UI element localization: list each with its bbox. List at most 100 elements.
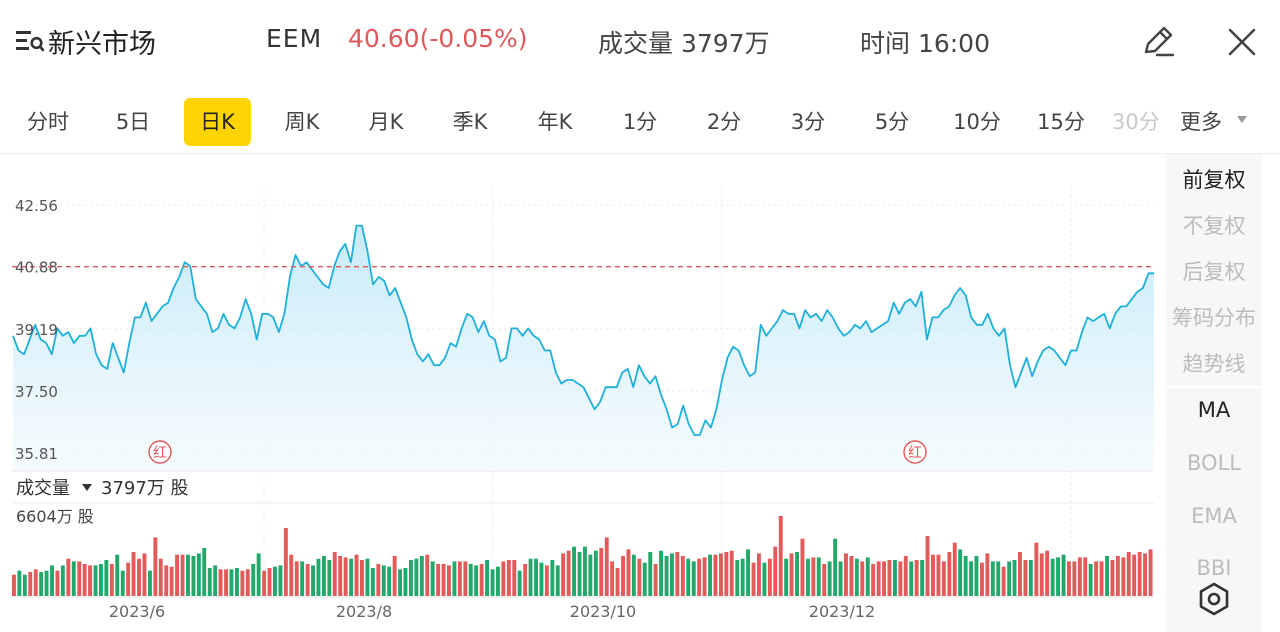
volume-bar	[778, 516, 783, 596]
volume-bar	[1088, 564, 1093, 596]
volume-bar	[572, 546, 576, 596]
volume-label: 成交量	[16, 478, 70, 499]
volume-bar	[501, 561, 506, 596]
tab-monthly-k[interactable]: 月K	[368, 110, 404, 134]
volume-bar	[332, 552, 337, 596]
volume-bar	[947, 552, 952, 596]
volume-bar	[365, 558, 370, 596]
volume-bar	[452, 561, 457, 596]
volume-bar	[561, 553, 566, 596]
volume-bar	[88, 565, 92, 596]
volume-bar	[1056, 557, 1060, 596]
volume-bar	[1077, 557, 1082, 596]
volume-bar	[392, 556, 397, 596]
y-tick-label: 39.19	[15, 321, 58, 339]
side-item-chip-distribution[interactable]: 筹码分布	[1172, 306, 1256, 330]
volume-bar	[235, 568, 239, 596]
volume-bar	[93, 565, 98, 596]
side-item-ema[interactable]: EMA	[1191, 504, 1237, 528]
volume-bar	[854, 558, 859, 596]
y-tick-label: 37.50	[15, 383, 58, 401]
volume-bar	[762, 562, 767, 596]
volume-bar	[419, 556, 424, 596]
header-bar: 新兴市场 EEM 40.60(-0.05%) 成交量 3797万 时间 16:0…	[0, 0, 1280, 84]
price-area	[13, 225, 1154, 470]
side-item-backward-adjusted[interactable]: 后复权	[1182, 260, 1246, 284]
page-title[interactable]: 新兴市场	[48, 29, 156, 60]
tab-intraday[interactable]: 分时	[27, 110, 69, 134]
settings-icon[interactable]	[1198, 582, 1230, 616]
tab-3min[interactable]: 3分	[790, 110, 826, 134]
volume-bar	[262, 570, 267, 596]
volume-bar	[555, 565, 560, 596]
side-item-boll[interactable]: BOLL	[1187, 451, 1241, 475]
volume-bar	[115, 554, 120, 596]
edit-icon[interactable]	[1140, 24, 1176, 60]
volume-bar	[207, 568, 212, 596]
volume-bar	[300, 561, 305, 596]
side-item-unadjusted[interactable]: 不复权	[1182, 214, 1246, 238]
tab-daily-k[interactable]: 日K	[184, 98, 251, 146]
red-marker[interactable]	[903, 440, 927, 464]
red-marker[interactable]	[148, 440, 172, 464]
tab-15min[interactable]: 15分	[1037, 110, 1085, 134]
volume-bar	[387, 566, 392, 596]
close-icon[interactable]	[1226, 26, 1258, 58]
side-item-ma[interactable]: MA	[1197, 398, 1231, 422]
volume-bar	[343, 557, 348, 596]
volume-bar	[920, 560, 925, 596]
volume-bar	[1083, 557, 1088, 596]
volume-bar	[767, 558, 772, 596]
price-line[interactable]	[12, 224, 1154, 436]
tab-30min[interactable]: 30分	[1112, 110, 1160, 134]
tab-1min[interactable]: 1分	[622, 110, 658, 134]
side-item-forward-adjusted[interactable]: 前复权	[1182, 168, 1246, 192]
side-item-trend-line[interactable]: 趋势线	[1182, 352, 1246, 376]
volume-bar	[485, 560, 489, 596]
tab-weekly-k[interactable]: 周K	[284, 110, 320, 134]
tab-5min[interactable]: 5分	[874, 110, 910, 134]
volume-bar	[680, 556, 685, 596]
price-change: 40.60(-0.05%)	[348, 24, 528, 53]
caret-down-icon[interactable]	[1236, 115, 1248, 125]
volume-bar	[1126, 552, 1131, 596]
tab-5day[interactable]: 5日	[115, 110, 151, 134]
volume-caret-icon[interactable]	[82, 484, 92, 491]
volume-bar	[626, 549, 631, 596]
tab-2min[interactable]: 2分	[706, 110, 742, 134]
volume-bar	[1072, 561, 1077, 596]
volume-bar	[28, 572, 33, 596]
volume-bar	[865, 557, 870, 596]
volume-bar	[729, 550, 734, 596]
volume-bar	[751, 562, 756, 596]
volume-bar	[1028, 560, 1033, 596]
volume-bar	[245, 569, 250, 596]
volume-bar	[196, 553, 201, 596]
tab-10min[interactable]: 10分	[953, 110, 1001, 134]
volume-bar	[82, 564, 87, 596]
volume-bar	[153, 537, 158, 596]
volume-bar	[55, 570, 60, 596]
volume-bar	[757, 553, 761, 596]
volume-bar	[267, 568, 272, 596]
volume-bar	[887, 560, 892, 596]
volume-bar	[164, 565, 169, 596]
volume-bar	[180, 554, 185, 596]
volume-bar	[800, 538, 805, 596]
volume-bar	[240, 570, 245, 596]
volume-bar	[1132, 554, 1137, 596]
side-item-bbi[interactable]: BBI	[1196, 556, 1232, 576]
more-button[interactable]: 更多	[1180, 110, 1222, 134]
volume-bar	[990, 561, 995, 596]
volume-bar	[512, 560, 517, 596]
volume-bar	[876, 561, 881, 596]
volume-bar	[1099, 561, 1104, 596]
volume-bar	[664, 556, 669, 596]
tab-quarterly-k[interactable]: 季K	[452, 110, 488, 134]
menu-search-icon[interactable]	[16, 29, 44, 53]
volume-bar	[604, 537, 609, 596]
volume-bar	[931, 554, 935, 596]
x-tick-label: 2023/8	[336, 602, 392, 621]
tab-yearly-k[interactable]: 年K	[537, 110, 573, 134]
